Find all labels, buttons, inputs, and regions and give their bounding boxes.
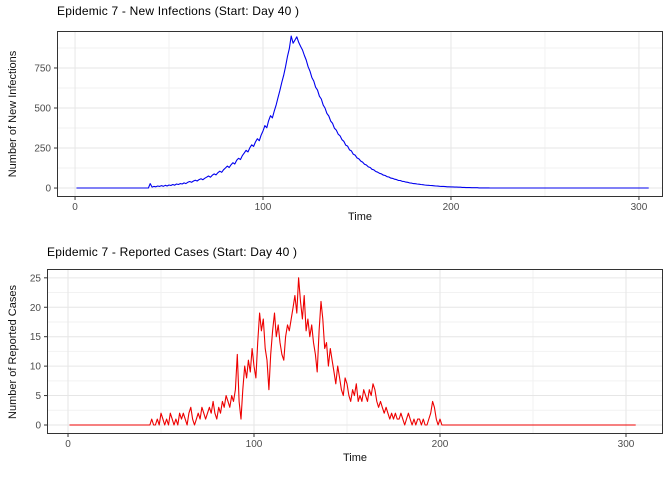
x-tick-label: 200	[443, 202, 460, 213]
y-tick-label: 750	[34, 63, 51, 74]
y-tick-label: 0	[35, 420, 41, 431]
x-tick-label: 100	[246, 439, 263, 450]
x-tick-label: 300	[631, 202, 648, 213]
chart-title-new-infections: Epidemic 7 - New Infections (Start: Day …	[57, 4, 300, 18]
y-tick-label: 250	[34, 144, 51, 155]
panel-border	[47, 269, 663, 434]
panel-border	[57, 31, 663, 197]
plot-area-new-infections: 0 100 200 300 0 250 500 750	[34, 31, 663, 213]
y-tick-label: 25	[30, 273, 42, 284]
chart-title-reported-cases: Epidemic 7 - Reported Cases (Start: Day …	[47, 245, 298, 259]
y-tick-label: 15	[30, 332, 42, 343]
x-axis-title-time-bottom: Time	[342, 452, 368, 464]
x-tick-label: 0	[72, 202, 78, 213]
plot-area-reported-cases: 0 100 200 300 0 5 10 15 20 25	[30, 269, 663, 450]
series-line	[69, 277, 636, 426]
chart-new-infections: Epidemic 7 - New Infections (Start: Day …	[7, 4, 663, 223]
series-line	[76, 35, 649, 189]
x-tick-label: 300	[618, 439, 635, 450]
y-tick-label: 10	[30, 362, 42, 373]
x-tick-label: 200	[432, 439, 449, 450]
y-tick-label: 500	[34, 103, 51, 114]
x-tick-label: 100	[255, 202, 272, 213]
y-tick-label: 5	[35, 391, 41, 402]
chart-reported-cases: Epidemic 7 - Reported Cases (Start: Day …	[0, 240, 672, 480]
x-tick-label: 0	[65, 439, 71, 450]
y-tick-label: 0	[45, 184, 51, 195]
x-axis-title-time-top: Time	[347, 211, 373, 223]
panel-background	[57, 31, 663, 197]
y-tick-label: 20	[30, 303, 42, 314]
